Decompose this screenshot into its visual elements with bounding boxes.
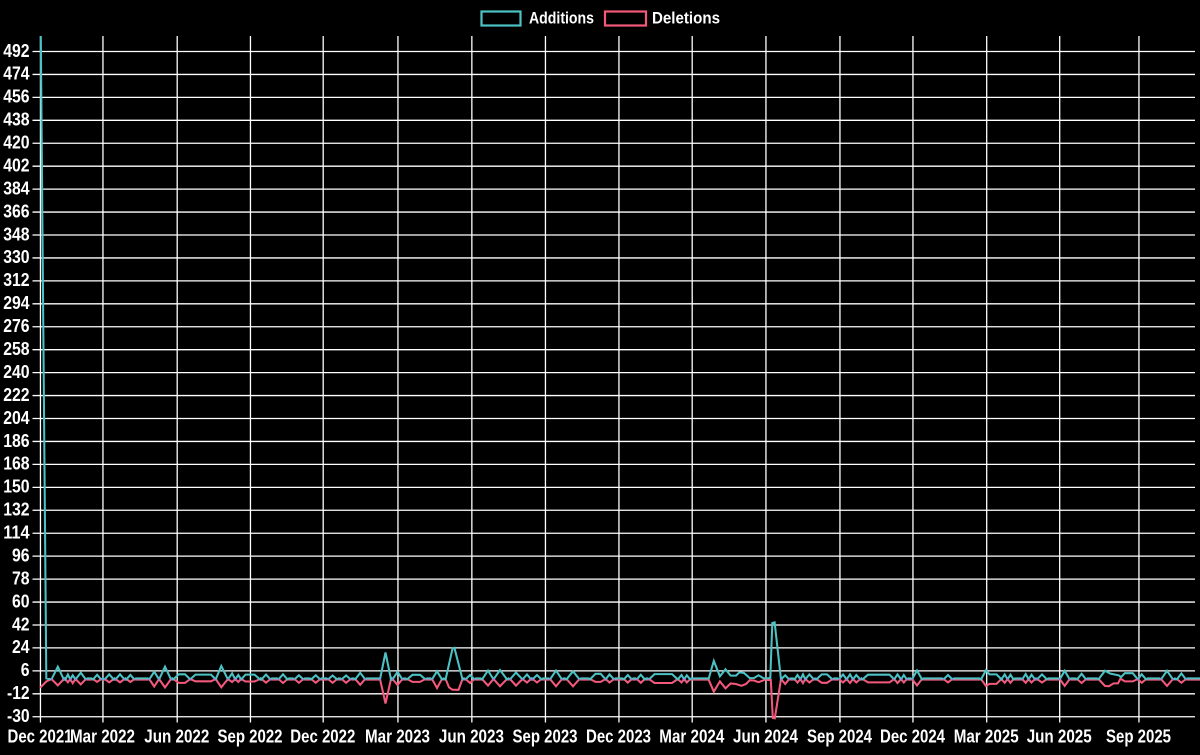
svg-text:114: 114 [3,523,29,543]
svg-text:Mar 2024: Mar 2024 [659,727,724,747]
svg-text:Dec 2022: Dec 2022 [290,727,355,747]
svg-text:222: 222 [3,385,29,405]
svg-text:Jun 2022: Jun 2022 [144,727,209,747]
svg-text:Dec 2023: Dec 2023 [586,727,651,747]
svg-text:186: 186 [3,431,29,451]
svg-text:Sep 2024: Sep 2024 [807,727,872,747]
svg-text:Mar 2025: Mar 2025 [954,727,1019,747]
svg-text:60: 60 [12,591,30,611]
svg-text:168: 168 [3,454,29,474]
svg-text:Additions: Additions [529,9,594,28]
svg-text:348: 348 [3,224,29,244]
svg-text:78: 78 [12,568,30,588]
svg-text:Dec 2024: Dec 2024 [880,727,945,747]
svg-text:384: 384 [3,178,29,198]
svg-text:132: 132 [3,500,29,520]
svg-text:24: 24 [12,637,30,657]
svg-text:438: 438 [3,110,29,130]
svg-text:Jun 2025: Jun 2025 [1027,727,1092,747]
svg-text:Mar 2022: Mar 2022 [70,727,135,747]
svg-text:Jun 2024: Jun 2024 [733,727,798,747]
svg-text:258: 258 [3,339,29,359]
svg-text:330: 330 [3,247,29,267]
svg-text:-30: -30 [7,706,30,726]
svg-text:492: 492 [3,41,29,61]
svg-text:Sep 2022: Sep 2022 [218,727,283,747]
svg-text:474: 474 [3,64,29,84]
svg-text:240: 240 [3,362,29,382]
svg-text:Dec 2021: Dec 2021 [8,727,73,747]
svg-text:312: 312 [3,270,29,290]
svg-text:456: 456 [3,87,29,107]
svg-text:276: 276 [3,316,29,336]
svg-text:Deletions: Deletions [652,9,720,28]
svg-text:402: 402 [3,156,29,176]
svg-text:294: 294 [3,293,29,313]
svg-text:Sep 2023: Sep 2023 [513,727,578,747]
svg-text:96: 96 [12,546,30,566]
svg-text:42: 42 [12,614,30,634]
svg-text:-12: -12 [7,683,30,703]
svg-text:204: 204 [3,408,29,428]
svg-text:366: 366 [3,201,29,221]
svg-text:6: 6 [21,660,30,680]
svg-text:Mar 2023: Mar 2023 [365,727,430,747]
svg-text:Sep 2025: Sep 2025 [1106,727,1171,747]
svg-text:420: 420 [3,133,29,153]
svg-text:Jun 2023: Jun 2023 [439,727,504,747]
svg-text:150: 150 [3,477,29,497]
